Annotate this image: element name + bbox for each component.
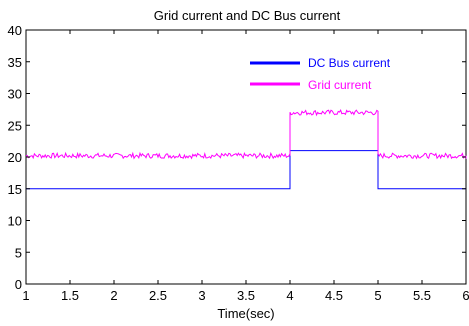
x-tick-label: 5.5 [413,288,431,303]
y-tick-label: 0 [15,277,22,292]
x-tick-label: 2.5 [149,288,167,303]
x-tick-label: 4.5 [325,288,343,303]
y-tick-label: 40 [8,23,22,38]
plot-area: 1 1.5 2 2.5 3 3.5 4 4.5 5 5.5 6 0 5 10 15 20 25 30 35 40 [8,23,469,303]
x-tick-label: 3.5 [237,288,255,303]
y-tick-label: 20 [8,150,22,165]
series-group [25,109,467,190]
y-ticks: 0 5 10 15 20 25 30 35 40 [8,23,466,292]
x-tick-label: 5 [374,288,381,303]
x-tick-label: 2 [110,288,117,303]
legend-label-grid-current: Grid current [308,78,372,92]
y-tick-label: 30 [8,87,22,102]
series-line-dc-bus-current [26,150,466,190]
y-tick-label: 5 [15,245,22,260]
x-tick-label: 3 [198,288,205,303]
y-tick-label: 25 [8,118,22,133]
x-tick-label: 4 [286,288,293,303]
y-tick-label: 35 [8,55,22,70]
x-tick-label: 6 [462,288,469,303]
y-tick-label: 10 [8,214,22,229]
legend-label-dc-bus-current: DC Bus current [308,56,391,70]
series-line-grid-current [25,109,467,160]
chart-title: Grid current and DC Bus current [154,8,341,23]
legend: DC Bus current Grid current [250,56,391,92]
x-axis-label: Time(sec) [217,306,274,321]
y-tick-label: 15 [8,182,22,197]
x-ticks: 1 1.5 2 2.5 3 3.5 4 4.5 5 5.5 6 [22,30,469,303]
x-tick-label: 1 [22,288,29,303]
x-tick-label: 1.5 [61,288,79,303]
